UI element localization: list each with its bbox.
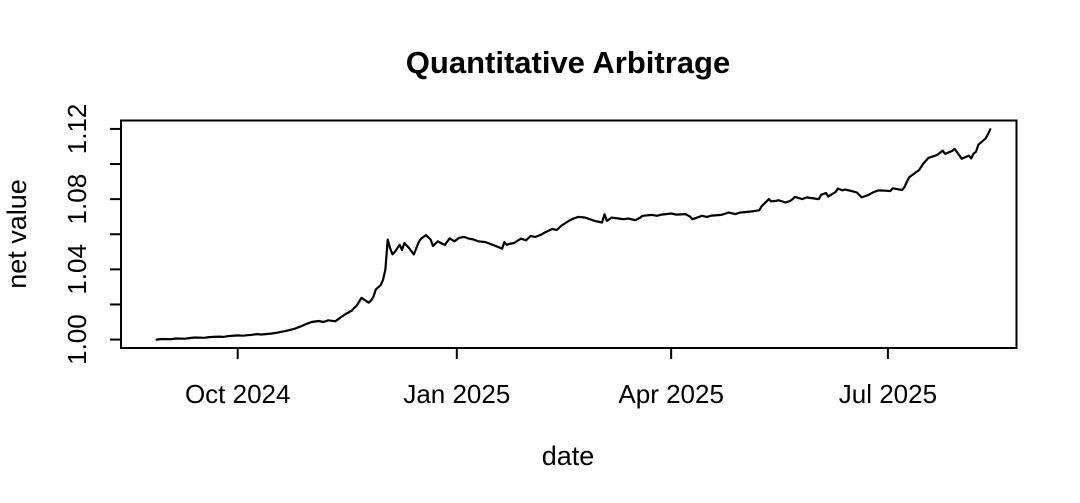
- x-axis-title: date: [542, 441, 595, 471]
- x-tick-label: Jul 2025: [839, 379, 937, 409]
- series-group: [155, 128, 992, 341]
- y-tick-label: 1.00: [62, 314, 92, 365]
- x-axis: Oct 2024 Jan 2025 Apr 2025 Jul 2025: [185, 348, 937, 409]
- x-tick-label: Jan 2025: [403, 379, 510, 409]
- y-tick-label: 1.04: [62, 244, 92, 295]
- chart-title: Quantitative Arbitrage: [406, 45, 730, 80]
- net-value-line: [155, 128, 992, 341]
- plot-area-border: [120, 119, 1018, 349]
- x-tick-label: Oct 2024: [185, 379, 291, 409]
- y-tick-label: 1.08: [62, 174, 92, 225]
- y-axis-title: net value: [2, 179, 32, 289]
- y-axis: 1.00 1.04 1.08 1.12: [62, 104, 121, 365]
- x-tick-label: Apr 2025: [618, 379, 724, 409]
- y-tick-label: 1.12: [62, 104, 92, 155]
